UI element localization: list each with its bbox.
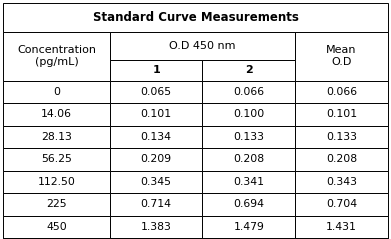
Text: 0.066: 0.066 [326, 87, 357, 97]
Bar [110, 148, 203, 171]
Bar [3, 81, 110, 103]
Bar [110, 126, 203, 148]
Text: 0.133: 0.133 [326, 132, 357, 142]
Text: 0.343: 0.343 [326, 177, 357, 187]
Bar [110, 171, 203, 193]
Text: 0.066: 0.066 [233, 87, 264, 97]
Bar [3, 238, 110, 239]
Text: Standard Curve Measurements: Standard Curve Measurements [93, 11, 298, 24]
Text: 0.341: 0.341 [233, 177, 264, 187]
Text: 0: 0 [53, 87, 60, 97]
Bar [3, 103, 110, 126]
Bar [110, 216, 203, 238]
Bar [203, 103, 295, 126]
Text: 450: 450 [46, 222, 67, 232]
Bar [203, 81, 295, 103]
Bar [203, 216, 295, 238]
Bar [295, 148, 388, 171]
Text: 0.134: 0.134 [141, 132, 172, 142]
Text: 0.065: 0.065 [140, 87, 172, 97]
Bar [110, 238, 203, 239]
Bar [110, 81, 203, 103]
Bar [295, 126, 388, 148]
Text: 0.694: 0.694 [233, 199, 264, 209]
Text: 1: 1 [152, 65, 160, 76]
Text: 0.345: 0.345 [141, 177, 172, 187]
Bar [295, 216, 388, 238]
Text: Mean
O.D: Mean O.D [326, 45, 357, 67]
Text: 0.101: 0.101 [326, 109, 357, 120]
Text: 0.100: 0.100 [233, 109, 264, 120]
Bar [3, 3, 388, 32]
Bar [295, 238, 388, 239]
Bar [3, 171, 110, 193]
Text: 14.06: 14.06 [41, 109, 72, 120]
Text: 225: 225 [46, 199, 67, 209]
Text: 28.13: 28.13 [41, 132, 72, 142]
Bar [110, 193, 203, 216]
Text: Concentration
(pg/mL): Concentration (pg/mL) [17, 45, 96, 67]
Bar [295, 103, 388, 126]
Text: 1.383: 1.383 [141, 222, 172, 232]
Bar [3, 32, 110, 81]
Bar [203, 171, 295, 193]
Text: 2: 2 [245, 65, 253, 76]
Bar [295, 81, 388, 103]
Text: 56.25: 56.25 [41, 154, 72, 164]
Text: 0.101: 0.101 [140, 109, 172, 120]
Text: 1.479: 1.479 [233, 222, 264, 232]
Text: O.D 450 nm: O.D 450 nm [169, 41, 236, 51]
Bar [203, 238, 295, 239]
Text: 0.209: 0.209 [140, 154, 172, 164]
Bar [203, 126, 295, 148]
Bar [295, 171, 388, 193]
Text: 0.208: 0.208 [326, 154, 357, 164]
Bar [295, 32, 388, 81]
Bar [3, 148, 110, 171]
Bar [110, 60, 203, 81]
Bar [3, 193, 110, 216]
Bar [110, 103, 203, 126]
Bar [203, 148, 295, 171]
Text: 112.50: 112.50 [38, 177, 75, 187]
Text: 0.704: 0.704 [326, 199, 357, 209]
Text: 0.208: 0.208 [233, 154, 264, 164]
Text: 0.133: 0.133 [233, 132, 264, 142]
Bar [203, 60, 295, 81]
Text: 0.714: 0.714 [141, 199, 172, 209]
Bar [3, 216, 110, 238]
Bar [203, 193, 295, 216]
Text: 1.431: 1.431 [326, 222, 357, 232]
Bar [3, 126, 110, 148]
Bar [110, 32, 295, 60]
Bar [295, 193, 388, 216]
